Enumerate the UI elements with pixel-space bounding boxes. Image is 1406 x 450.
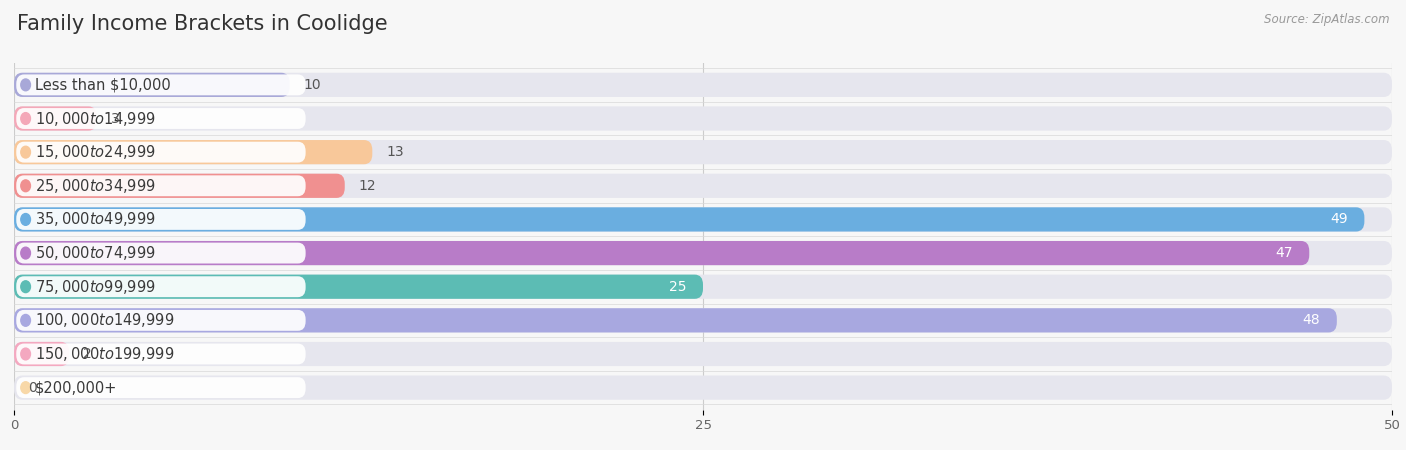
FancyBboxPatch shape (14, 375, 1392, 400)
Text: $50,000 to $74,999: $50,000 to $74,999 (35, 244, 156, 262)
Text: $150,000 to $199,999: $150,000 to $199,999 (35, 345, 174, 363)
Text: 12: 12 (359, 179, 377, 193)
Circle shape (21, 247, 31, 259)
Circle shape (21, 315, 31, 326)
FancyBboxPatch shape (17, 243, 305, 264)
FancyBboxPatch shape (14, 274, 703, 299)
Text: Less than $10,000: Less than $10,000 (35, 77, 170, 92)
Text: 49: 49 (1330, 212, 1348, 226)
Text: 48: 48 (1303, 313, 1320, 327)
Circle shape (21, 180, 31, 192)
Text: $15,000 to $24,999: $15,000 to $24,999 (35, 143, 156, 161)
FancyBboxPatch shape (17, 377, 305, 398)
Circle shape (21, 112, 31, 124)
Text: $35,000 to $49,999: $35,000 to $49,999 (35, 211, 156, 229)
Text: 13: 13 (387, 145, 404, 159)
FancyBboxPatch shape (14, 207, 1364, 232)
FancyBboxPatch shape (14, 308, 1392, 333)
Text: Family Income Brackets in Coolidge: Family Income Brackets in Coolidge (17, 14, 388, 33)
FancyBboxPatch shape (17, 176, 305, 196)
Text: 2: 2 (83, 347, 91, 361)
Text: $25,000 to $34,999: $25,000 to $34,999 (35, 177, 156, 195)
FancyBboxPatch shape (14, 140, 373, 164)
Text: $100,000 to $149,999: $100,000 to $149,999 (35, 311, 174, 329)
FancyBboxPatch shape (14, 308, 1337, 333)
Circle shape (21, 214, 31, 225)
Text: 0: 0 (28, 381, 37, 395)
FancyBboxPatch shape (17, 209, 305, 230)
FancyBboxPatch shape (14, 207, 1392, 232)
FancyBboxPatch shape (14, 342, 1392, 366)
FancyBboxPatch shape (14, 174, 1392, 198)
FancyBboxPatch shape (14, 274, 1392, 299)
FancyBboxPatch shape (17, 74, 305, 95)
Text: $200,000+: $200,000+ (35, 380, 117, 395)
FancyBboxPatch shape (14, 73, 290, 97)
Circle shape (21, 281, 31, 292)
FancyBboxPatch shape (17, 108, 305, 129)
Circle shape (21, 146, 31, 158)
FancyBboxPatch shape (14, 174, 344, 198)
FancyBboxPatch shape (14, 106, 1392, 130)
Text: 10: 10 (304, 78, 321, 92)
Text: 3: 3 (111, 112, 120, 126)
Circle shape (21, 79, 31, 91)
Text: 25: 25 (669, 280, 686, 294)
FancyBboxPatch shape (17, 343, 305, 365)
FancyBboxPatch shape (14, 140, 1392, 164)
FancyBboxPatch shape (17, 142, 305, 162)
Text: $75,000 to $99,999: $75,000 to $99,999 (35, 278, 156, 296)
Text: 47: 47 (1275, 246, 1292, 260)
FancyBboxPatch shape (14, 342, 69, 366)
Text: $10,000 to $14,999: $10,000 to $14,999 (35, 109, 156, 127)
Circle shape (21, 348, 31, 360)
FancyBboxPatch shape (17, 310, 305, 331)
FancyBboxPatch shape (17, 276, 305, 297)
FancyBboxPatch shape (14, 241, 1392, 265)
FancyBboxPatch shape (14, 241, 1309, 265)
Circle shape (21, 382, 31, 393)
Text: Source: ZipAtlas.com: Source: ZipAtlas.com (1264, 14, 1389, 27)
FancyBboxPatch shape (14, 106, 97, 130)
FancyBboxPatch shape (14, 73, 1392, 97)
